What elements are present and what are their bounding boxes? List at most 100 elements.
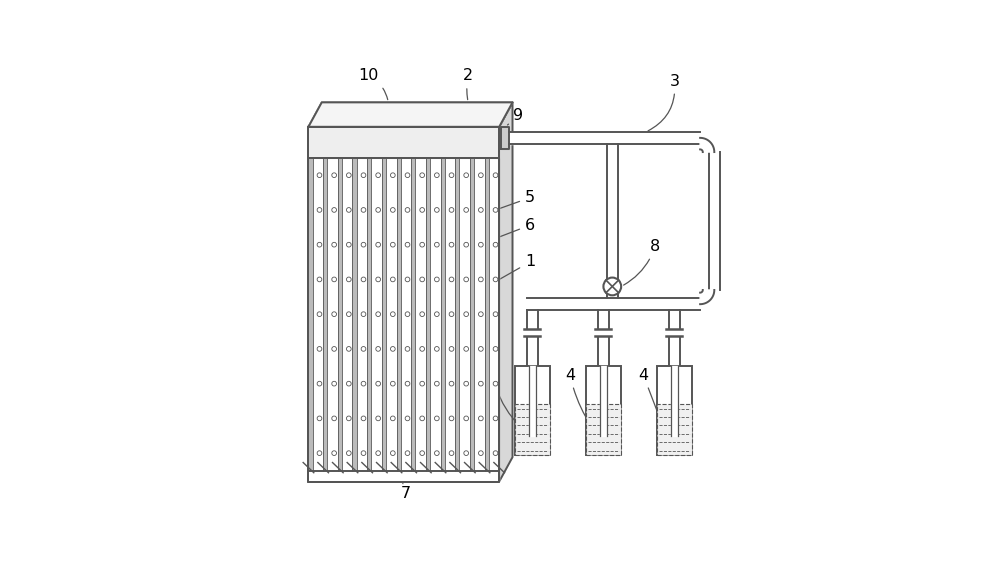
Circle shape [479,242,483,247]
Circle shape [420,173,425,177]
Circle shape [346,416,351,420]
Circle shape [479,451,483,456]
Circle shape [434,381,439,386]
Circle shape [390,207,395,213]
Circle shape [346,242,351,247]
Circle shape [361,416,366,420]
Circle shape [420,451,425,456]
Circle shape [376,242,381,247]
Bar [382,158,386,471]
Circle shape [361,451,366,456]
Text: 8: 8 [624,239,660,285]
Circle shape [449,347,454,351]
Bar [308,158,313,471]
Circle shape [434,207,439,213]
Polygon shape [308,127,499,482]
Circle shape [420,207,425,213]
Text: 9: 9 [508,108,524,125]
Circle shape [332,173,337,177]
Circle shape [361,173,366,177]
Circle shape [405,381,410,386]
Polygon shape [308,127,499,158]
Polygon shape [669,336,680,366]
Circle shape [449,207,454,213]
Circle shape [376,173,381,177]
Circle shape [390,173,395,177]
Bar [515,366,550,455]
Circle shape [603,278,621,295]
Bar [338,158,342,471]
Circle shape [449,277,454,282]
Circle shape [332,347,337,351]
Polygon shape [499,103,512,482]
Circle shape [405,207,410,213]
Circle shape [390,416,395,420]
Circle shape [434,173,439,177]
Circle shape [479,416,483,420]
Circle shape [464,173,469,177]
Circle shape [390,277,395,282]
Circle shape [390,242,395,247]
Circle shape [449,416,454,420]
Circle shape [493,347,498,351]
Polygon shape [600,366,607,436]
Text: 1: 1 [497,255,535,281]
Circle shape [493,173,498,177]
Circle shape [479,347,483,351]
Circle shape [464,277,469,282]
Bar [323,158,327,471]
Circle shape [346,173,351,177]
Circle shape [464,347,469,351]
Circle shape [390,381,395,386]
Circle shape [405,416,410,420]
Circle shape [361,312,366,317]
Circle shape [390,451,395,456]
Bar [426,158,430,471]
Circle shape [420,242,425,247]
Circle shape [405,451,410,456]
Polygon shape [598,310,609,328]
Polygon shape [700,290,714,304]
Circle shape [420,381,425,386]
Circle shape [376,416,381,420]
Circle shape [317,207,322,213]
Text: 5: 5 [495,190,535,210]
Circle shape [420,347,425,351]
Circle shape [464,451,469,456]
Circle shape [317,242,322,247]
Circle shape [420,416,425,420]
Circle shape [317,416,322,420]
Circle shape [434,277,439,282]
Circle shape [420,312,425,317]
Circle shape [317,451,322,456]
Circle shape [434,451,439,456]
Text: 2: 2 [463,68,473,100]
Circle shape [493,207,498,213]
Polygon shape [527,336,538,366]
Circle shape [479,312,483,317]
Text: 7: 7 [401,482,411,502]
Circle shape [449,312,454,317]
Polygon shape [607,143,618,278]
Bar [367,158,371,471]
Circle shape [493,242,498,247]
Circle shape [376,381,381,386]
Bar [485,158,489,471]
Circle shape [346,451,351,456]
Bar [397,158,401,471]
Circle shape [317,381,322,386]
Circle shape [361,242,366,247]
Bar [411,158,415,471]
Circle shape [493,416,498,420]
Polygon shape [308,103,512,127]
Circle shape [479,207,483,213]
Circle shape [390,347,395,351]
Circle shape [346,207,351,213]
Bar [657,404,692,455]
Circle shape [317,312,322,317]
Circle shape [405,312,410,317]
Circle shape [376,207,381,213]
Circle shape [405,347,410,351]
Circle shape [390,312,395,317]
Polygon shape [308,103,512,127]
